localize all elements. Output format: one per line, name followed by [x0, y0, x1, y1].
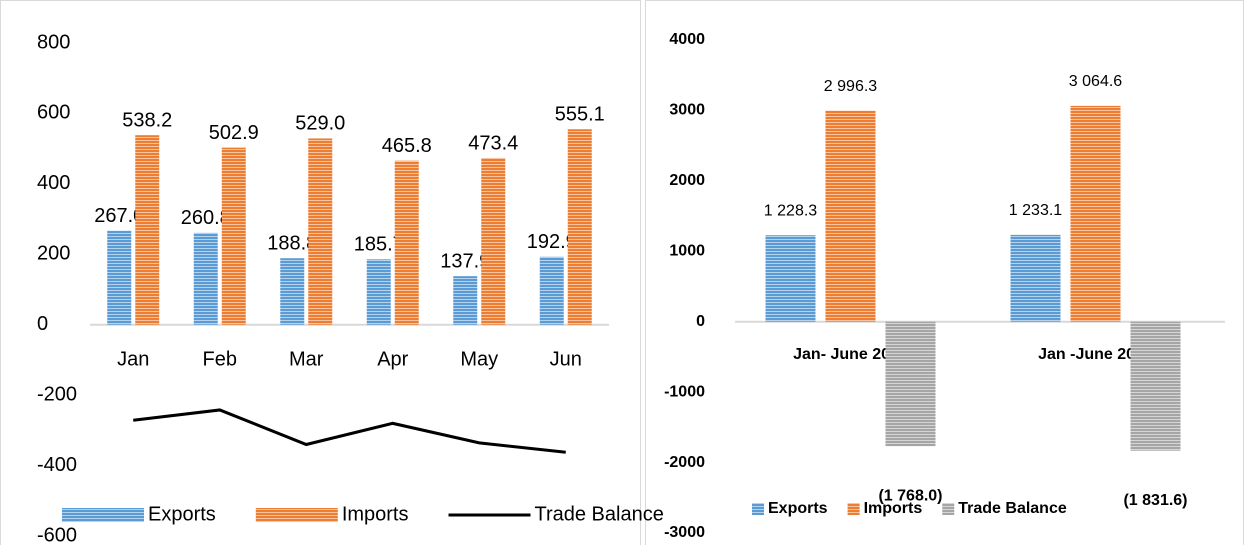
bar [135, 135, 160, 325]
legend-label: Trade Balance [535, 503, 664, 525]
data-label: 538.2 [122, 109, 172, 131]
bar [280, 258, 305, 325]
x-tick-label: Jan- June 2014 [793, 346, 908, 363]
bar [308, 138, 333, 325]
data-label: 529.0 [295, 113, 345, 135]
legend-label: Exports [768, 500, 828, 517]
y-tick-label: -1000 [664, 383, 705, 400]
bar [481, 158, 506, 325]
bar [1070, 105, 1121, 322]
data-label: (1 768.0) [878, 487, 942, 504]
bar [539, 256, 564, 325]
y-tick-label: 0 [696, 313, 705, 330]
data-label: 473.4 [468, 132, 518, 154]
left-panel [0, 0, 641, 545]
y-tick-label: -400 [37, 454, 77, 476]
bar [107, 230, 132, 325]
legend-label: Exports [148, 503, 216, 525]
legend-swatch [942, 503, 955, 515]
x-tick-label: Jun [550, 348, 582, 370]
bar [453, 276, 478, 325]
y-tick-label: 800 [37, 31, 70, 53]
bar [1010, 234, 1061, 322]
y-tick-label: 400 [37, 172, 70, 194]
bar [885, 321, 936, 447]
data-label: 137.9 [440, 250, 490, 272]
y-tick-label: 0 [37, 313, 48, 335]
x-tick-label: May [460, 348, 498, 370]
data-label: 185.7 [354, 234, 404, 256]
bar [221, 147, 246, 325]
line [133, 408, 566, 454]
right-panel [645, 0, 1244, 545]
x-tick-label: Mar [289, 348, 324, 370]
bar [765, 235, 816, 322]
data-label: 1 233.1 [1009, 202, 1062, 219]
legend-label: Trade Balance [958, 500, 1067, 517]
bar [366, 259, 391, 325]
data-label: 2 996.3 [824, 78, 877, 95]
data-label: 260.8 [181, 207, 231, 229]
legend-swatch [847, 503, 860, 515]
y-tick-label: -3000 [664, 524, 705, 541]
bar [1130, 321, 1181, 451]
bar [567, 129, 592, 325]
y-tick-label: 600 [37, 102, 70, 124]
data-label: (1 831.6) [1123, 492, 1187, 509]
bar [193, 232, 218, 325]
y-tick-label: 200 [37, 243, 70, 265]
y-tick-label: 2000 [669, 172, 705, 189]
legend-swatch [752, 503, 764, 515]
y-tick-label: -200 [37, 383, 77, 405]
legend-swatch [255, 508, 338, 522]
legend-swatch [62, 508, 144, 522]
data-label: 465.8 [382, 135, 432, 157]
x-tick-label: Jan -June 2015 [1038, 346, 1153, 363]
data-label: 188.8 [267, 233, 317, 255]
bar [394, 160, 419, 325]
data-label: 192.9 [527, 231, 577, 253]
legend-label: Imports [342, 503, 409, 525]
bar [825, 110, 876, 322]
data-label: 1 228.3 [764, 202, 817, 219]
data-label: 3 064.6 [1069, 73, 1122, 90]
data-label: 267.0 [94, 205, 144, 227]
y-tick-label: -600 [37, 524, 77, 545]
legend-label: Imports [864, 500, 923, 517]
x-tick-label: Jan [117, 348, 149, 370]
y-tick-label: 1000 [669, 243, 705, 260]
data-label: 555.1 [555, 104, 605, 126]
x-tick-label: Apr [377, 348, 408, 370]
y-tick-label: -2000 [664, 454, 705, 471]
x-tick-label: Feb [203, 348, 237, 370]
y-tick-label: 4000 [669, 31, 705, 48]
data-label: 502.9 [209, 122, 259, 144]
y-tick-label: 3000 [669, 102, 705, 119]
